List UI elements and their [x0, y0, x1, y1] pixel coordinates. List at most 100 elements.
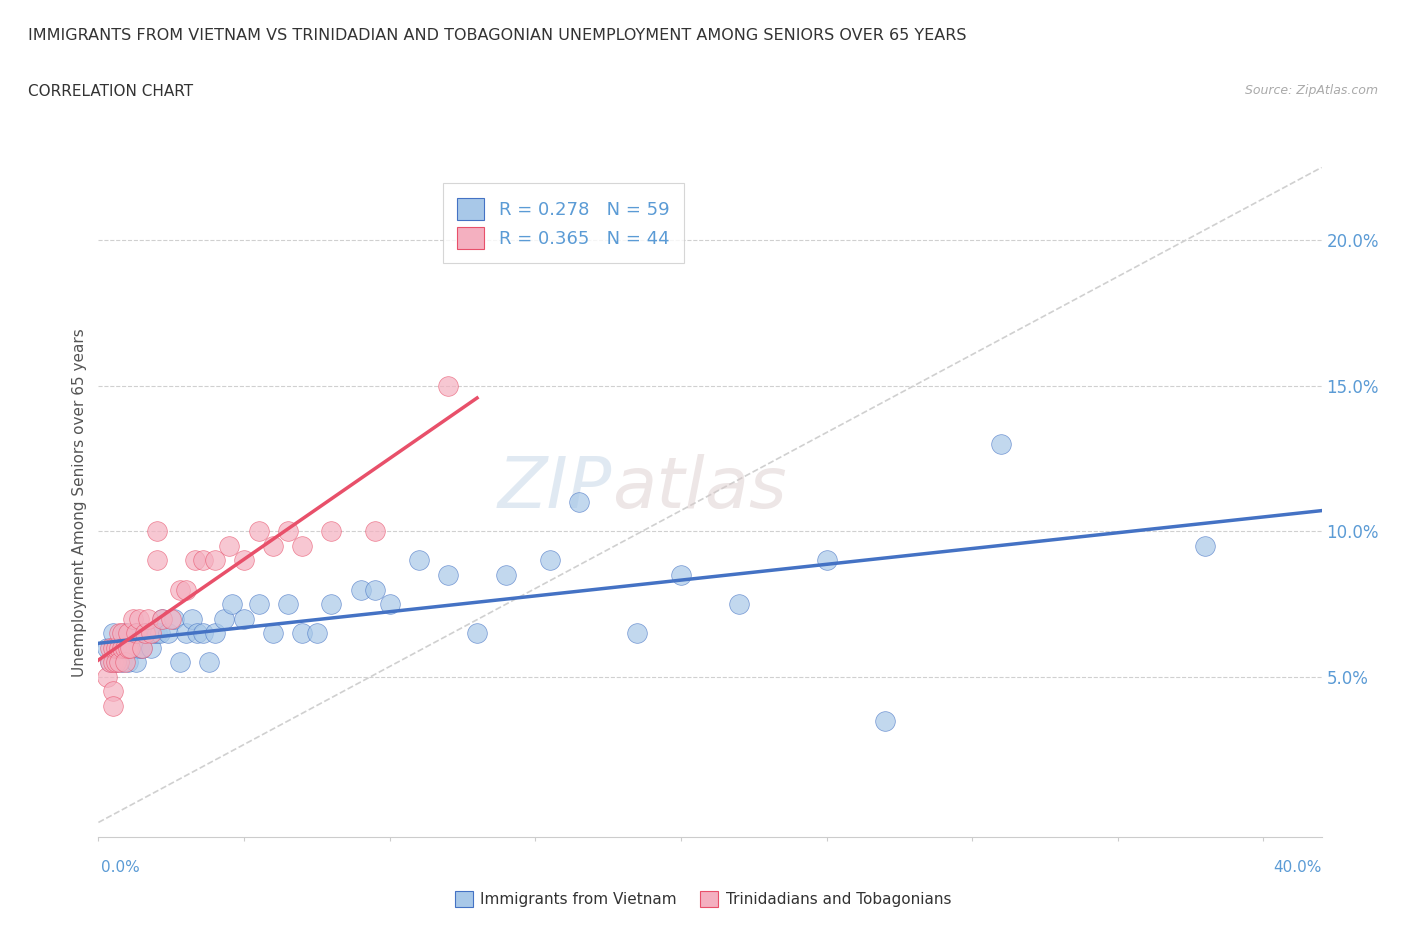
Point: [108, 641, 131, 656]
Point: [262, 626, 284, 641]
Point: [114, 641, 136, 656]
Point: [111, 626, 134, 641]
Point: [128, 641, 150, 656]
Point: [114, 655, 136, 670]
Point: [321, 597, 343, 612]
Point: [378, 597, 401, 612]
Point: [142, 626, 165, 641]
Point: [117, 626, 139, 641]
Point: [349, 582, 371, 597]
Point: [233, 553, 256, 568]
Point: [221, 597, 243, 612]
Point: [408, 553, 430, 568]
Point: [538, 553, 561, 568]
Point: [198, 655, 221, 670]
Point: [128, 611, 150, 626]
Point: [321, 524, 343, 538]
Point: [163, 611, 186, 626]
Point: [277, 524, 299, 538]
Point: [104, 641, 127, 656]
Point: [815, 553, 838, 568]
Legend: Immigrants from Vietnam, Trinidadians and Tobagonians: Immigrants from Vietnam, Trinidadians an…: [449, 884, 957, 913]
Point: [101, 641, 124, 656]
Text: Source: ZipAtlas.com: Source: ZipAtlas.com: [1244, 84, 1378, 97]
Point: [193, 553, 215, 568]
Point: [96, 670, 118, 684]
Point: [136, 611, 159, 626]
Point: [218, 538, 240, 553]
Point: [120, 641, 142, 656]
Point: [247, 524, 270, 538]
Point: [212, 611, 235, 626]
Point: [145, 626, 167, 641]
Point: [437, 379, 460, 393]
Point: [174, 582, 197, 597]
Point: [98, 655, 121, 670]
Point: [169, 582, 191, 597]
Y-axis label: Unemployment Among Seniors over 65 years: Unemployment Among Seniors over 65 years: [72, 328, 87, 677]
Point: [108, 626, 131, 641]
Text: IMMIGRANTS FROM VIETNAM VS TRINIDADIAN AND TOBAGONIAN UNEMPLOYMENT AMONG SENIORS: IMMIGRANTS FROM VIETNAM VS TRINIDADIAN A…: [28, 28, 966, 43]
Point: [117, 641, 139, 656]
Point: [101, 655, 124, 670]
Point: [160, 611, 183, 626]
Point: [291, 626, 314, 641]
Point: [233, 611, 256, 626]
Point: [114, 626, 136, 641]
Point: [111, 655, 134, 670]
Text: 0.0%: 0.0%: [101, 860, 141, 875]
Point: [117, 655, 139, 670]
Point: [111, 641, 134, 656]
Point: [364, 524, 387, 538]
Point: [364, 582, 387, 597]
Point: [134, 626, 156, 641]
Point: [125, 626, 148, 641]
Point: [990, 436, 1012, 451]
Point: [108, 641, 131, 656]
Point: [728, 597, 751, 612]
Point: [180, 611, 202, 626]
Point: [204, 626, 226, 641]
Point: [626, 626, 648, 641]
Point: [495, 567, 517, 582]
Point: [186, 626, 208, 641]
Point: [122, 611, 145, 626]
Point: [247, 597, 270, 612]
Point: [193, 626, 215, 641]
Point: [131, 641, 153, 656]
Point: [114, 641, 136, 656]
Point: [111, 641, 134, 656]
Point: [465, 626, 488, 641]
Point: [305, 626, 328, 641]
Point: [136, 626, 159, 641]
Point: [149, 626, 172, 641]
Point: [104, 655, 127, 670]
Point: [96, 641, 118, 656]
Point: [145, 553, 167, 568]
Point: [98, 655, 121, 670]
Point: [204, 553, 226, 568]
Point: [117, 641, 139, 656]
Point: [291, 538, 314, 553]
Point: [139, 626, 162, 641]
Point: [101, 698, 124, 713]
Text: atlas: atlas: [612, 455, 787, 524]
Point: [157, 626, 180, 641]
Point: [139, 641, 162, 656]
Point: [104, 655, 127, 670]
Point: [122, 641, 145, 656]
Point: [125, 655, 148, 670]
Point: [125, 626, 148, 641]
Point: [183, 553, 205, 568]
Point: [98, 641, 121, 656]
Point: [152, 611, 174, 626]
Point: [277, 597, 299, 612]
Point: [669, 567, 692, 582]
Point: [108, 641, 131, 656]
Point: [262, 538, 284, 553]
Point: [169, 655, 191, 670]
Point: [101, 684, 124, 698]
Point: [437, 567, 460, 582]
Point: [120, 641, 142, 656]
Text: 40.0%: 40.0%: [1274, 860, 1322, 875]
